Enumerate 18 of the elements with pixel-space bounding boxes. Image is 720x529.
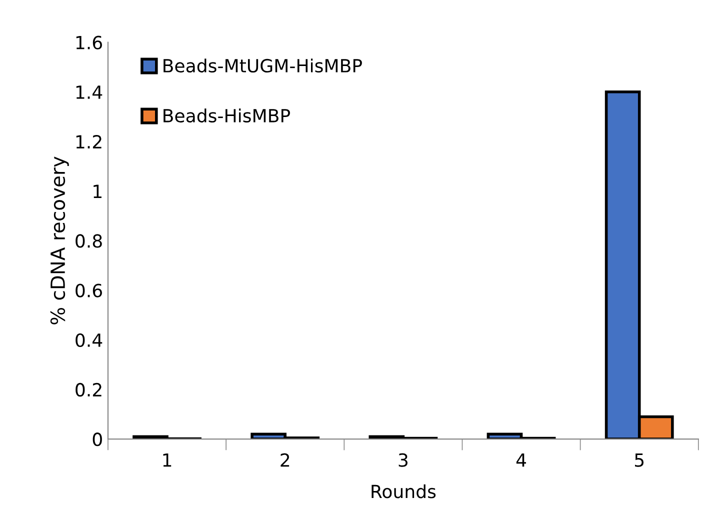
y-axis-title: % cDNA recovery xyxy=(50,156,69,324)
y-tick-label: 0.4 xyxy=(76,333,102,347)
x-axis-title: Rounds xyxy=(372,484,436,498)
y-tick-label: 1 xyxy=(94,184,102,198)
y-tick-label: 0.2 xyxy=(76,382,102,397)
y-tick-label: 1.4 xyxy=(76,86,102,99)
x-tick-label: 5 xyxy=(635,454,644,467)
x-tick-label: 1 xyxy=(163,454,172,467)
x-tick-label: 2 xyxy=(280,453,290,467)
y-tick-label: 0.6 xyxy=(76,284,102,298)
y-tick-label: 0 xyxy=(92,432,102,446)
x-tick-label: 4 xyxy=(516,454,526,467)
legend-label: Beads-HisMBP xyxy=(164,108,290,123)
y-tick-label: 1.2 xyxy=(76,134,102,148)
y-tick-label: 1.6 xyxy=(76,36,102,50)
legend-label: Beads-MtUGM-HisMBP xyxy=(164,58,362,73)
y-tick-label: 0.8 xyxy=(76,234,102,248)
x-tick-label: 3 xyxy=(398,453,408,467)
